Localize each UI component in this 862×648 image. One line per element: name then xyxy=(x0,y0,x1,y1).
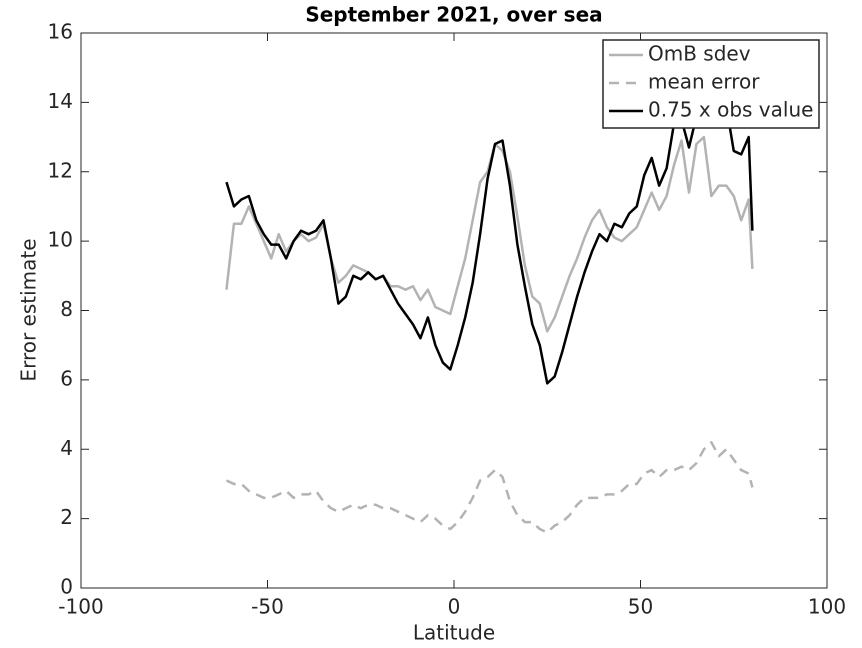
y-tick-label: 12 xyxy=(48,158,73,182)
y-tick-label: 0 xyxy=(60,575,73,599)
legend-label: mean error xyxy=(648,70,760,94)
y-tick-label: 6 xyxy=(60,366,73,390)
y-tick-label: 10 xyxy=(48,228,73,252)
x-tick-label: -50 xyxy=(251,595,284,619)
y-tick-label: 4 xyxy=(60,436,73,460)
series-line xyxy=(225,441,754,534)
x-tick-label: 50 xyxy=(628,595,653,619)
series-line xyxy=(225,104,754,385)
legend: OmB sdev mean error 0.75 x obs value xyxy=(602,39,820,129)
y-tick-label: 2 xyxy=(60,505,73,529)
chart-title: September 2021, over sea xyxy=(305,3,602,27)
x-tick-label: 100 xyxy=(808,595,846,619)
x-tick-label: 0 xyxy=(448,595,461,619)
y-tick-label: 16 xyxy=(48,20,73,44)
y-tick-label: 8 xyxy=(60,297,73,321)
legend-label: 0.75 x obs value xyxy=(648,98,813,122)
y-tick-label: 14 xyxy=(48,89,73,113)
y-axis-label: Error estimate xyxy=(17,238,41,381)
legend-label: OmB sdev xyxy=(648,42,751,66)
x-tick-label: -100 xyxy=(58,595,103,619)
x-axis-label: Latitude xyxy=(413,621,495,645)
